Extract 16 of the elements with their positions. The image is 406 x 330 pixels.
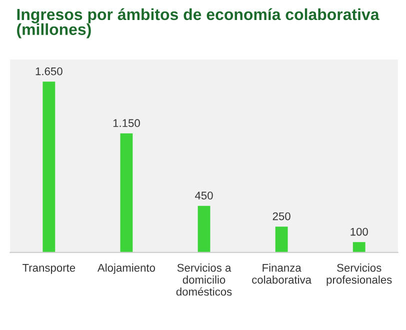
x-tick-label: Finanza colaborativa	[252, 264, 312, 284]
data-label: 1.650	[36, 67, 62, 76]
bar	[275, 226, 288, 252]
data-label: 250	[272, 212, 290, 220]
bar	[198, 206, 210, 252]
bar	[120, 133, 133, 252]
chart-title: Ingresos por ámbitos de economía colaborativa (millones)	[17, 8, 380, 38]
bar	[352, 242, 366, 252]
data-label: 450	[195, 192, 213, 200]
x-tick-label: Servicios a domicilio domésticos	[176, 264, 232, 296]
x-tick-label: Alojamiento	[97, 264, 156, 274]
data-label: 1.150	[113, 119, 140, 128]
bar	[42, 82, 56, 252]
x-tick-label: Transporte	[22, 264, 76, 274]
data-label: 100	[350, 228, 368, 236]
x-tick-label: Servicios profesionales	[326, 264, 392, 286]
